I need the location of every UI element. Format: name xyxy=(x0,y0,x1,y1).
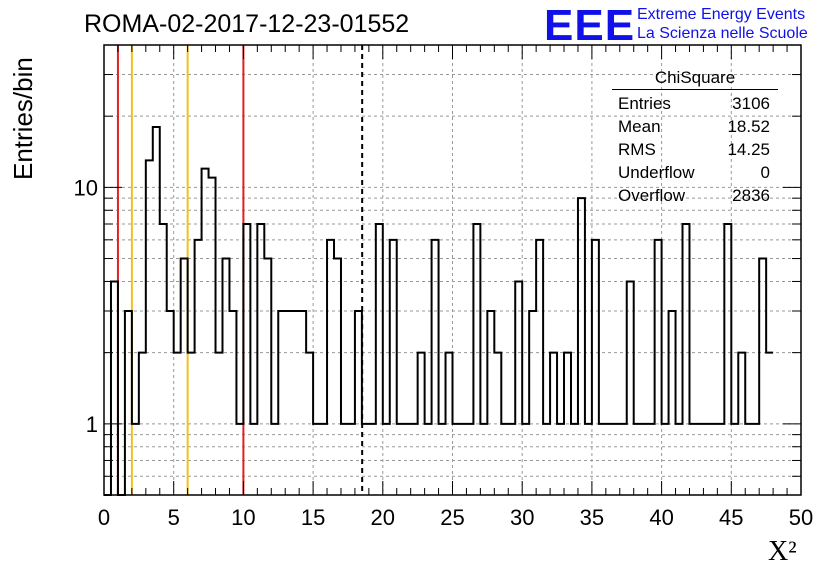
x-tick-label: 15 xyxy=(301,505,325,530)
x-tick-label: 40 xyxy=(649,505,673,530)
x-tick-label: 35 xyxy=(580,505,604,530)
stats-value: 3106 xyxy=(732,94,770,113)
axis-ticks xyxy=(103,44,802,496)
stats-value: 18.52 xyxy=(727,117,770,136)
chart-title: ROMA-02-2017-12-23-01552 xyxy=(84,10,410,38)
x-tick-label: 20 xyxy=(371,505,395,530)
y-axis-label: Entries/bin xyxy=(8,57,38,180)
stats-label: Underflow xyxy=(618,163,695,182)
x-tick-label: 10 xyxy=(231,505,255,530)
x-tick-label: 0 xyxy=(98,505,110,530)
x-tick-label: 50 xyxy=(789,505,813,530)
logo-line-2: La Scienza nelle Scuole xyxy=(637,25,808,42)
tick-labels: 0 5 10 15 20 25 30 35 40 45 50 1 10 xyxy=(74,175,814,530)
x-tick-label: 25 xyxy=(440,505,464,530)
x-tick-label: 30 xyxy=(510,505,534,530)
logo-line-1: Extreme Energy Events xyxy=(637,6,806,23)
x-axis-label: X² xyxy=(768,536,797,567)
x-tick-label: 45 xyxy=(719,505,743,530)
y-tick-label: 10 xyxy=(74,175,98,200)
stats-value: 14.25 xyxy=(727,140,770,159)
stats-row: Mean 18.52 xyxy=(612,115,778,138)
stats-title: ChiSquare xyxy=(612,68,778,90)
stats-box: ChiSquare Entries 3106 Mean 18.52 RMS 14.25… xyxy=(612,68,778,207)
stats-label: Mean xyxy=(618,117,661,136)
y-tick-label: 1 xyxy=(86,412,98,437)
eee-logo: EEE xyxy=(544,1,636,50)
marker-lines xyxy=(116,45,364,495)
stats-value: 2836 xyxy=(732,186,770,205)
histogram-outline xyxy=(104,126,774,496)
stats-row: Overflow 2836 xyxy=(612,184,778,207)
stats-row: Underflow 0 xyxy=(612,161,778,184)
stats-label: Overflow xyxy=(618,186,686,205)
stats-value: 0 xyxy=(760,163,770,182)
stats-label: RMS xyxy=(618,140,656,159)
stats-label: Entries xyxy=(618,94,671,113)
stats-row: RMS 14.25 xyxy=(612,138,778,161)
stats-row: Entries 3106 xyxy=(612,92,778,115)
x-tick-label: 5 xyxy=(168,505,180,530)
